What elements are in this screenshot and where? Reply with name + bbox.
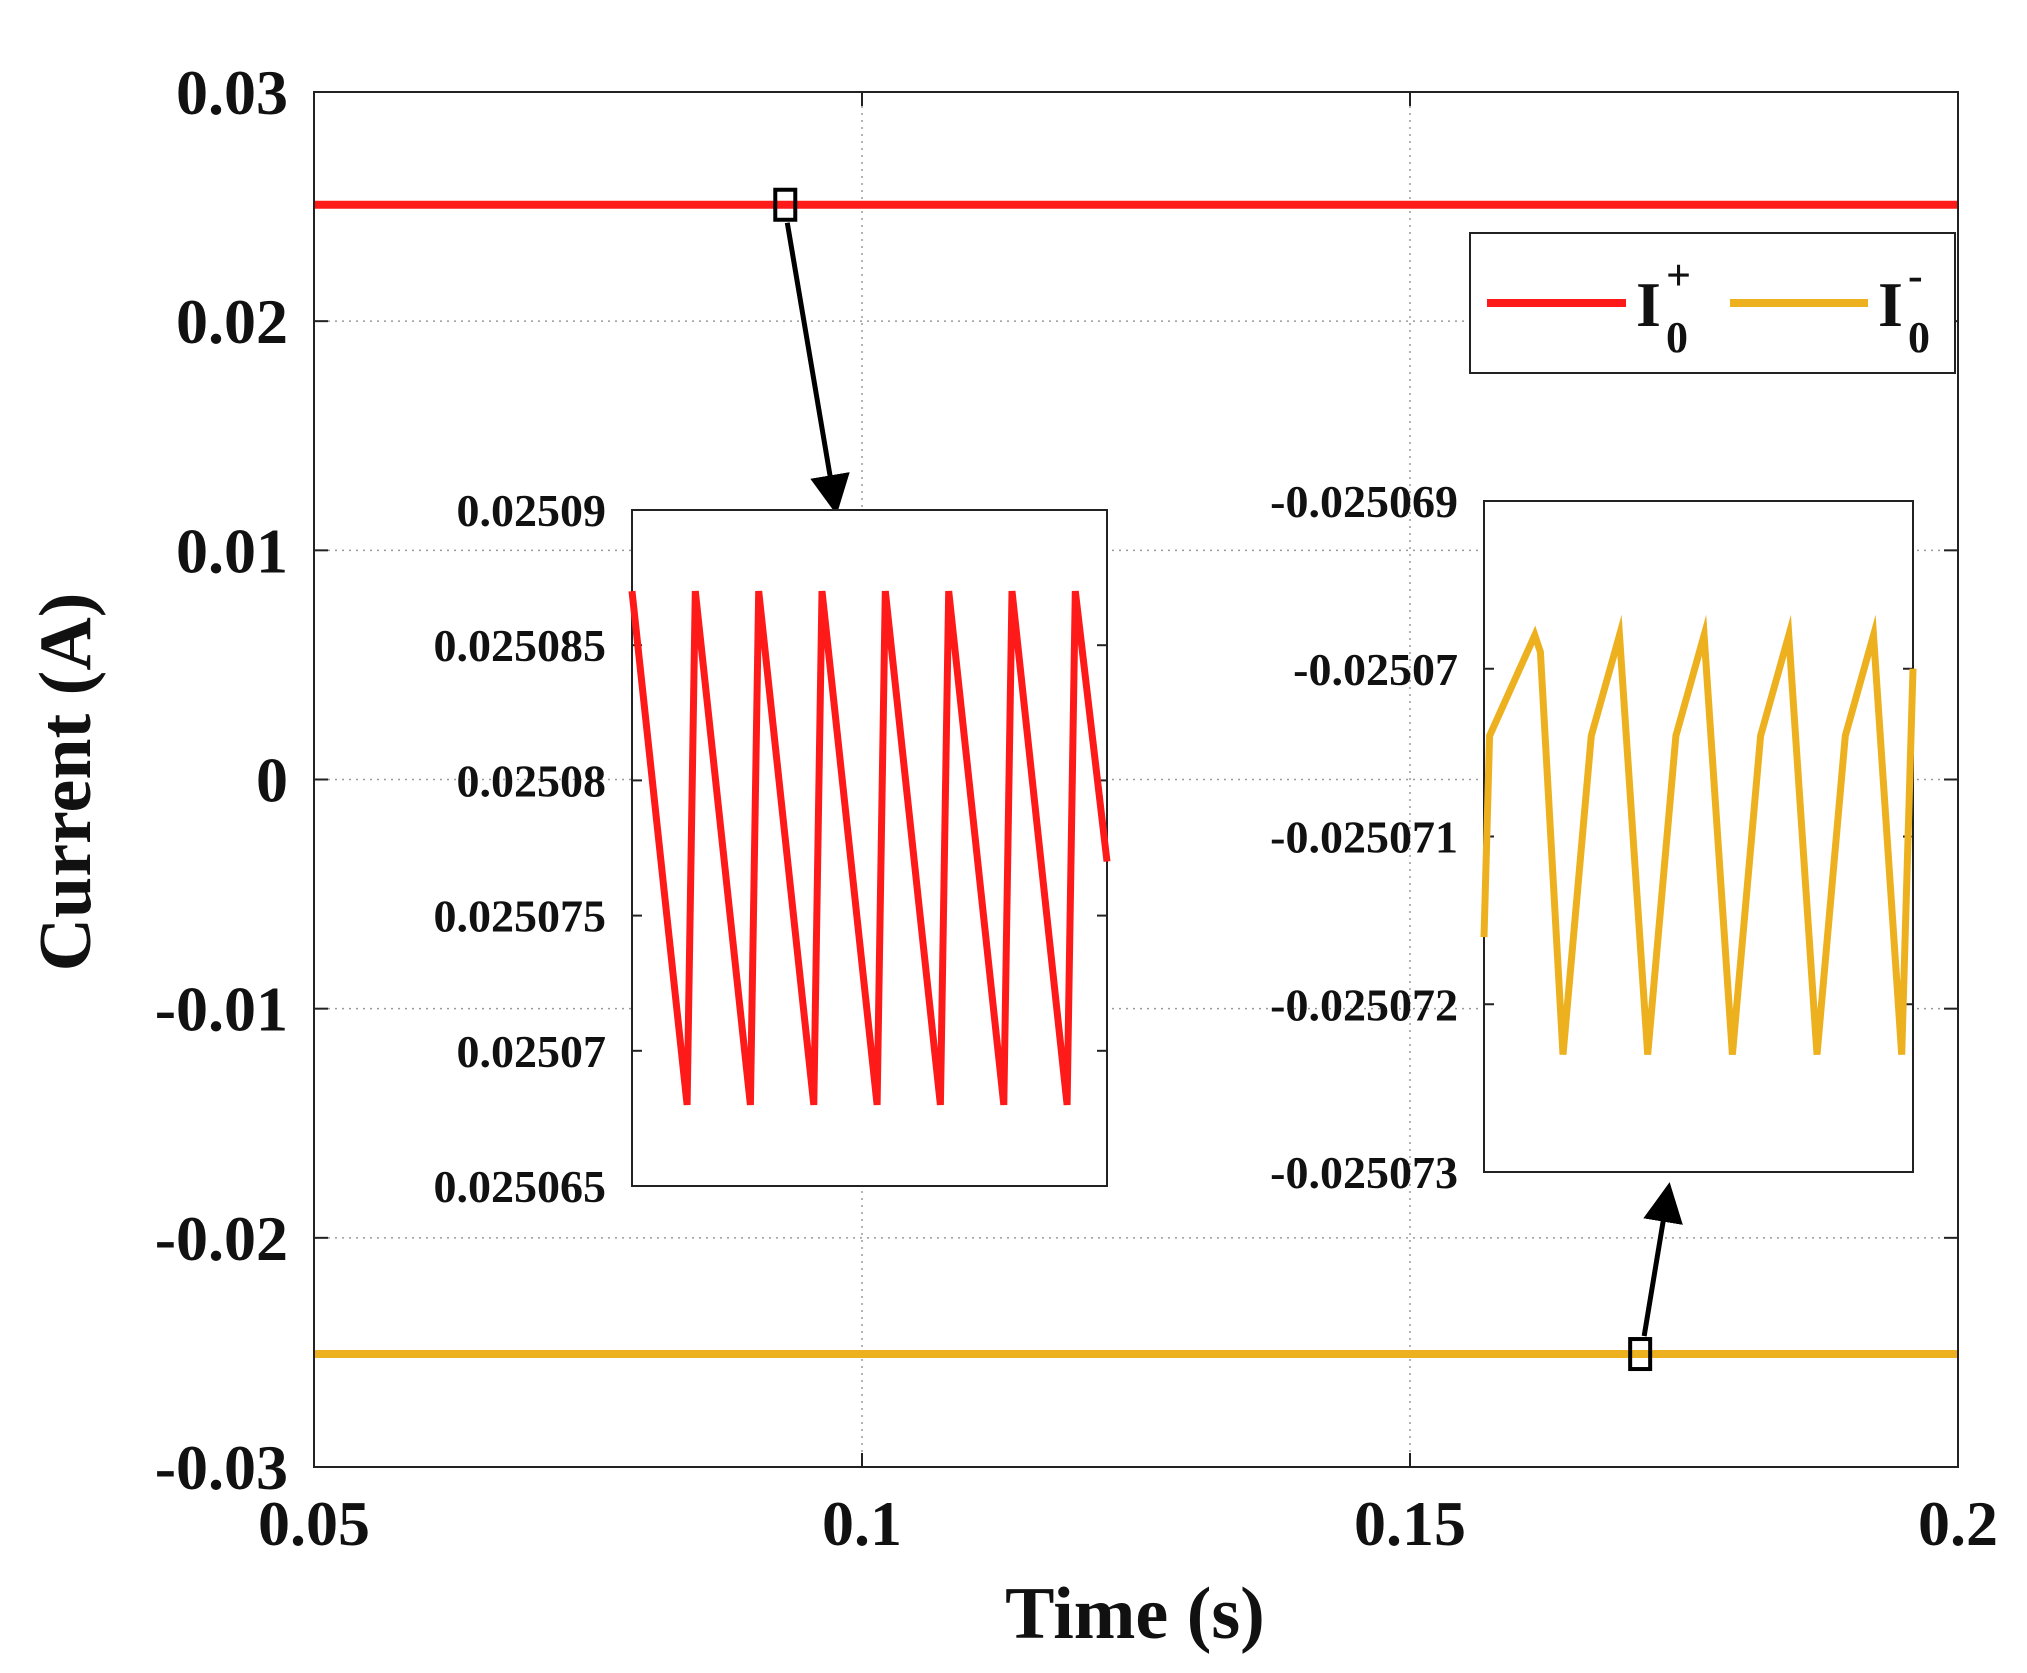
y-tick-label: -0.02: [155, 1203, 288, 1274]
y-tick-label: -0.01: [155, 974, 288, 1045]
series-lines: [314, 200, 1958, 1359]
x-tick-label: 0.1: [822, 1488, 902, 1559]
inset-frame: [631, 509, 1108, 1187]
inset-i0-minus: -0.025069 -0.02507 -0.025071 -0.025072 -0.02…: [1270, 476, 1917, 1198]
inset-y-tick-label: 0.02508: [457, 755, 607, 806]
x-tick-label: 0.05: [258, 1488, 370, 1559]
main-axes: [313, 91, 1959, 1468]
inset-y-tick-label: 0.025075: [434, 891, 607, 942]
inset-y-tick-label: 0.025085: [434, 620, 607, 671]
zoom-arrow: [784, 222, 850, 515]
y-axis-label: Current (A): [25, 593, 107, 972]
inset-y-tick-label: 0.02507: [457, 1026, 607, 1077]
inset-y-tick-label: -0.02507: [1293, 644, 1458, 695]
inset-series-line: [1480, 614, 1917, 1055]
legend-label: I +0: [1636, 251, 1691, 362]
inset-y-tick-label: -0.025073: [1270, 1147, 1458, 1198]
inset-frame: [1483, 500, 1914, 1173]
inset-y-tick-label: -0.025071: [1270, 812, 1458, 863]
inset-y-tick-label: -0.025072: [1270, 979, 1458, 1030]
y-tick-label: 0: [256, 745, 288, 816]
tick-labels: 0.05 0.1 0.15 0.2 0.03 0.02 0.01 0 -0.01 -0.02 -0.…: [155, 57, 1998, 1559]
inset-y-tick-label: 0.02509: [457, 485, 607, 536]
zoom-marker-box: [773, 187, 798, 222]
inset-i0-plus: 0.02509 0.025085 0.02508 0.025075 0.02507 0.0…: [434, 485, 1111, 1212]
y-tick-label: 0.03: [176, 57, 288, 128]
inset-series-line: [628, 590, 1111, 1106]
x-tick-label: 0.15: [1354, 1488, 1466, 1559]
zoom-markers: [773, 187, 1683, 1372]
inset-y-tick-label: 0.025065: [434, 1161, 607, 1212]
insets: 0.02509 0.025085 0.02508 0.025075 0.02507 0.0…: [434, 476, 1917, 1212]
inset-y-tick-label: -0.025069: [1270, 476, 1458, 527]
y-tick-label: -0.03: [155, 1432, 288, 1503]
legend-label: I -0: [1878, 251, 1930, 362]
legend-entry-i0-minus: I -0: [1730, 251, 1930, 362]
y-tick-label: 0.02: [176, 286, 288, 357]
x-tick-label: 0.2: [1918, 1488, 1998, 1559]
x-axis-label: Time (s): [1005, 1573, 1265, 1655]
y-tick-label: 0.01: [176, 515, 288, 586]
legend: I +0 I -0: [1469, 232, 1956, 374]
zoom-arrow: [1641, 1182, 1683, 1337]
zoom-marker-box: [1628, 1337, 1653, 1372]
legend-entry-i0-plus: I +0: [1487, 251, 1691, 362]
